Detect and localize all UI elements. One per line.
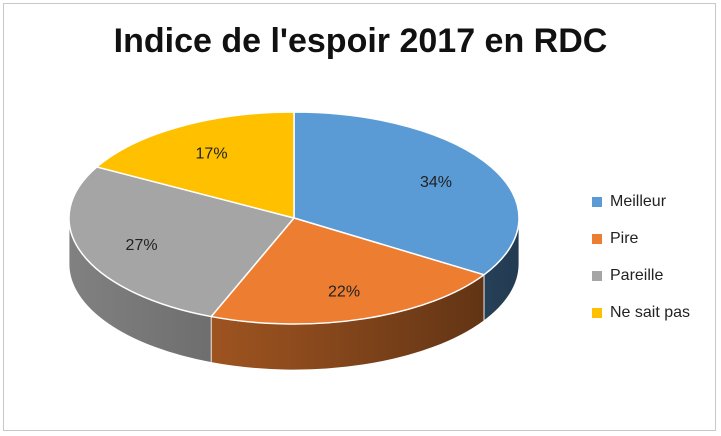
legend-swatch xyxy=(592,233,602,244)
legend-swatch xyxy=(592,196,602,207)
legend: Meilleur Pire Pareille Ne sait pas xyxy=(592,183,690,331)
data-label-pire: 22% xyxy=(328,284,360,301)
slice-pire xyxy=(210,217,485,325)
legend-label: Pareille xyxy=(610,266,664,284)
legend-label: Ne sait pas xyxy=(610,303,691,321)
chart-title: Indice de l'espoir 2017 en RDC xyxy=(113,22,608,60)
data-label-pareille: 27% xyxy=(126,237,158,254)
pie-top xyxy=(68,111,520,325)
legend-swatch xyxy=(592,270,602,281)
legend-item-meilleur: Meilleur xyxy=(592,183,690,220)
legend-label: Pire xyxy=(610,229,639,247)
pie-data-labels: 34% 22% 27% 17% xyxy=(126,145,452,300)
legend-item-pareille: Pareille xyxy=(592,257,690,294)
slice-pareille xyxy=(68,166,295,318)
legend-item-ne-sait-pas: Ne sait pas xyxy=(592,294,690,331)
slice-ne-sait-pas xyxy=(96,111,295,219)
legend-item-pire: Pire xyxy=(592,220,690,257)
data-label-ne-sait-pas: 17% xyxy=(196,145,228,162)
legend-swatch xyxy=(592,307,602,318)
legend-label: Meilleur xyxy=(610,192,667,210)
data-label-meilleur: 34% xyxy=(420,174,452,191)
